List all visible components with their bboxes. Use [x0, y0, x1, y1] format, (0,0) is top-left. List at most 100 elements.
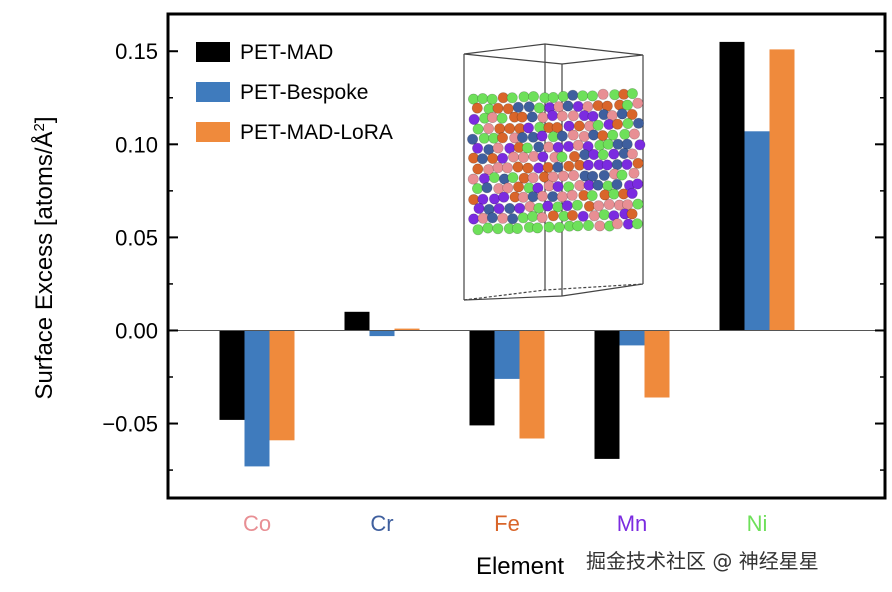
atom	[572, 139, 584, 151]
atom	[468, 113, 480, 125]
atom	[611, 159, 623, 171]
atom	[567, 129, 579, 141]
atom	[597, 149, 609, 161]
bars-layer	[219, 41, 795, 467]
atom	[507, 172, 519, 184]
watermark-text: 掘金技术社区 @ 神经星星	[586, 549, 819, 573]
atom	[566, 209, 578, 221]
atom	[621, 138, 633, 150]
atom	[626, 88, 638, 100]
atom	[472, 163, 484, 175]
bar-pet-mad-cr	[344, 311, 370, 331]
atom	[487, 152, 499, 164]
x-tick-label-ni: Ni	[747, 511, 768, 536]
atom	[533, 102, 545, 114]
atom	[488, 193, 500, 205]
atom	[478, 173, 490, 185]
atom	[557, 90, 569, 102]
atom	[588, 149, 600, 161]
bar-pet-mad-lora-mn	[644, 330, 670, 398]
y-tick-label: 0.00	[115, 318, 158, 343]
atom	[521, 142, 533, 154]
atom	[563, 160, 575, 172]
atom	[532, 182, 544, 194]
atom	[472, 123, 484, 135]
y-tick-label: −0.05	[102, 412, 158, 437]
y-tick-label: 0.15	[115, 39, 158, 64]
atom	[611, 218, 623, 230]
atom	[517, 151, 529, 163]
atom	[566, 189, 578, 201]
atom	[632, 178, 644, 190]
atom	[592, 119, 604, 131]
atom	[601, 159, 613, 171]
atom	[507, 151, 519, 163]
bar-pet-mad-co	[219, 330, 245, 420]
atom	[488, 172, 500, 184]
atom	[536, 190, 548, 202]
atom	[492, 142, 504, 154]
atom	[492, 162, 504, 174]
atom	[602, 138, 614, 150]
atom	[512, 161, 524, 173]
atom	[628, 128, 640, 140]
atom	[477, 212, 489, 224]
atom	[563, 140, 575, 152]
atom	[622, 118, 634, 130]
atom	[542, 200, 554, 212]
legend-swatch	[196, 42, 230, 62]
atom	[621, 158, 633, 170]
atom	[592, 179, 604, 191]
atom	[471, 183, 483, 195]
atom	[577, 210, 589, 222]
atom	[472, 142, 484, 154]
atom	[573, 120, 585, 132]
x-ticks: Co Cr Fe Mn Ni	[243, 511, 767, 536]
bar-pet-bespoke-cr	[369, 330, 395, 337]
atom	[507, 213, 519, 225]
atom	[477, 93, 489, 105]
atom	[543, 141, 555, 153]
atom	[497, 212, 509, 224]
atom	[518, 91, 530, 103]
atom	[561, 200, 573, 212]
atom	[512, 101, 524, 113]
atom	[496, 112, 508, 124]
atom	[611, 118, 623, 130]
atom	[527, 91, 539, 103]
atom	[527, 172, 539, 184]
atom	[568, 170, 580, 182]
atom	[478, 132, 490, 144]
atom	[493, 203, 505, 215]
atom	[607, 129, 619, 141]
atom	[526, 111, 538, 123]
bar-pet-mad-lora-ni	[769, 49, 795, 331]
atom	[616, 108, 628, 120]
atom	[622, 199, 634, 211]
atom	[578, 130, 590, 142]
atom	[473, 202, 485, 214]
x-tick-label-mn: Mn	[617, 511, 648, 536]
atom	[494, 123, 506, 135]
atom	[562, 100, 574, 112]
atom	[547, 210, 559, 222]
atom	[572, 220, 584, 232]
atom	[506, 92, 518, 104]
atom	[504, 123, 516, 135]
atom	[552, 181, 564, 193]
atom	[632, 97, 644, 109]
y-axis-label: Surface Excess [atoms/Å2]	[30, 116, 58, 399]
atom	[556, 110, 568, 122]
atom	[537, 151, 549, 163]
atom	[516, 132, 528, 144]
atom	[598, 169, 610, 181]
atom	[592, 100, 604, 112]
atom	[568, 151, 580, 163]
atom	[587, 110, 599, 122]
atom	[583, 200, 595, 212]
atom	[547, 191, 559, 203]
atom	[531, 222, 543, 234]
atom	[608, 188, 620, 200]
atom	[588, 210, 600, 222]
legend-label: PET-MAD	[240, 41, 333, 64]
